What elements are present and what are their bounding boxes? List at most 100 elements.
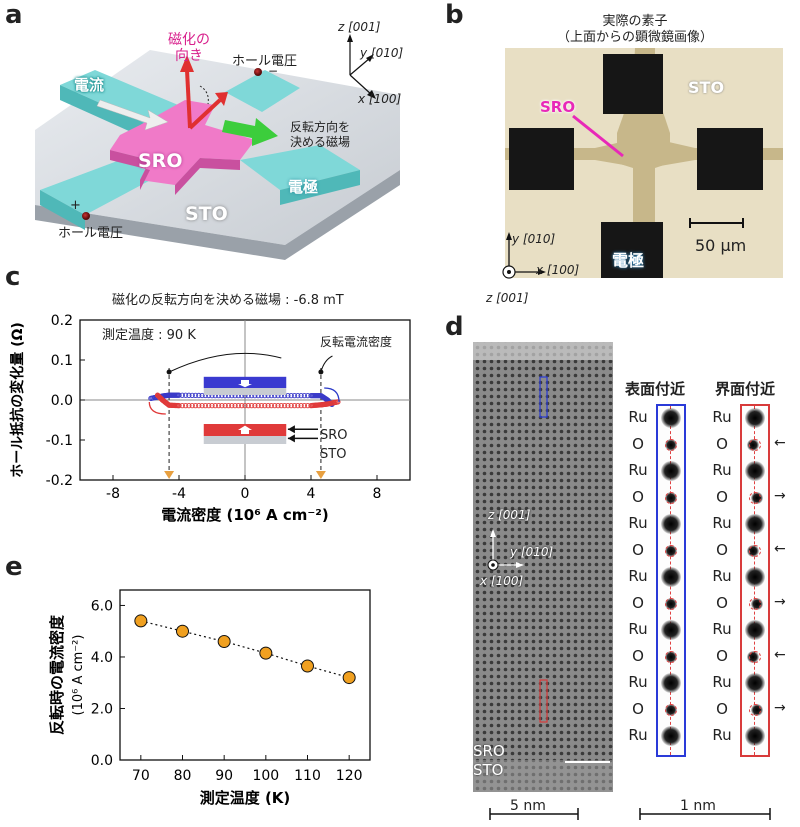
data-point-series-0 bbox=[192, 392, 199, 399]
plus-sign: + bbox=[70, 198, 81, 213]
field-arrow bbox=[222, 118, 278, 146]
left-arrow-icon: ← bbox=[774, 540, 786, 557]
x-tick-label-c: 4 bbox=[307, 486, 316, 502]
right-arrow-icon: → bbox=[774, 487, 786, 504]
hall-voltage-bottom-label: ホール電圧 bbox=[58, 226, 124, 241]
axis-x-d: x [100] bbox=[480, 574, 524, 588]
y-tick-label-c: 0.2 bbox=[51, 313, 73, 329]
x-tick-label-e: 120 bbox=[336, 768, 363, 784]
electrode-label-a: 電極 bbox=[288, 178, 319, 196]
o-site-ring bbox=[749, 491, 761, 504]
sro-label-a: SRO bbox=[138, 150, 183, 172]
sro-label-b: SRO bbox=[540, 98, 576, 116]
arrow-blue bbox=[324, 387, 340, 403]
x-tick-label-e: 80 bbox=[174, 768, 192, 784]
axes-b bbox=[502, 232, 546, 279]
atom-label: O bbox=[632, 487, 644, 506]
x-tick-label-c: 0 bbox=[241, 486, 250, 502]
data-point-series-1 bbox=[272, 402, 278, 409]
stem-sro-label: SRO bbox=[473, 742, 505, 760]
data-point-series-1 bbox=[206, 402, 212, 409]
data-point-series-1 bbox=[192, 402, 199, 409]
data-point-series-0 bbox=[291, 392, 298, 399]
sro-pointer bbox=[572, 114, 624, 158]
magnetization-label-line1: 磁化の bbox=[168, 32, 210, 48]
ru-atom bbox=[745, 726, 765, 746]
atom-label: O bbox=[632, 540, 644, 559]
y-tick-label-c: -0.1 bbox=[46, 433, 73, 449]
atom-label: Ru bbox=[712, 726, 732, 744]
ru-atom bbox=[661, 620, 681, 640]
y-tick-label-e: 4.0 bbox=[91, 650, 113, 666]
pad-left bbox=[509, 128, 574, 190]
pad-top bbox=[603, 54, 663, 114]
surface-box bbox=[539, 376, 548, 418]
axis-z-a: z [001] bbox=[338, 20, 381, 34]
data-point-series-1 bbox=[212, 402, 218, 409]
data-point-series-1 bbox=[239, 402, 245, 409]
trend-line bbox=[140, 620, 350, 679]
data-point-series-1 bbox=[222, 402, 228, 409]
current-arrow bbox=[96, 99, 169, 131]
current-label: 電流 bbox=[74, 76, 105, 94]
data-point-series-1 bbox=[209, 402, 215, 409]
microscope-title-line1: 実際の素子 bbox=[602, 14, 668, 29]
data-point-e bbox=[259, 646, 273, 660]
hall-voltage-top-label: ホール電圧 bbox=[232, 54, 298, 69]
interface-title: 界面付近 bbox=[715, 380, 776, 398]
data-point-series-1 bbox=[242, 402, 248, 409]
data-point-series-1 bbox=[301, 402, 308, 409]
sto-pointer-head bbox=[287, 434, 295, 443]
data-point-series-0 bbox=[199, 392, 205, 399]
o-site-ring bbox=[749, 438, 761, 451]
y-tick-label-c: 0.1 bbox=[51, 353, 73, 369]
substrate-up-box bbox=[203, 388, 287, 395]
atom-label: Ru bbox=[712, 620, 732, 638]
x-tick-label-c: 8 bbox=[373, 486, 382, 502]
data-point-series-0 bbox=[179, 392, 185, 398]
o-site-ring bbox=[665, 597, 677, 610]
electrode-right-top bbox=[225, 70, 300, 112]
ru-atom bbox=[745, 408, 765, 428]
atom-label: O bbox=[632, 434, 644, 453]
ru-atom bbox=[745, 514, 765, 534]
substrate-red-box bbox=[203, 436, 287, 444]
axis-y-d: y [010] bbox=[510, 545, 554, 559]
ru-atom bbox=[661, 461, 681, 481]
switch-marker bbox=[164, 471, 175, 479]
o-site-ring bbox=[665, 544, 677, 557]
pad-right bbox=[697, 128, 763, 190]
data-point-e bbox=[342, 671, 356, 685]
o-site-ring bbox=[749, 544, 761, 557]
data-point-series-1 bbox=[275, 402, 281, 409]
data-point-series-1 bbox=[199, 402, 205, 409]
data-point-series-1 bbox=[248, 402, 255, 409]
ru-atom bbox=[745, 673, 765, 693]
atom-label: O bbox=[632, 593, 644, 612]
axis-x-a: x [100] bbox=[358, 92, 402, 106]
stem-image bbox=[473, 342, 771, 820]
magnetization-label: 磁化の 向き bbox=[168, 32, 210, 64]
atom-label: Ru bbox=[712, 514, 732, 532]
data-point-e bbox=[217, 635, 231, 649]
interface-box bbox=[539, 679, 548, 723]
magnetization-label-line2: 向き bbox=[175, 48, 203, 64]
hall-dot-top bbox=[254, 68, 262, 76]
switch-current-chart: 70 80 90 100 110 120 6.0 4.0 2.0 0.0 測定温度 (K) 反転時の電… bbox=[48, 589, 371, 807]
axis-z-b: z [001] bbox=[486, 291, 529, 305]
interface-column bbox=[740, 404, 770, 757]
left-arrow-icon: ← bbox=[774, 434, 786, 451]
electrode-label-b: 電極 bbox=[612, 251, 645, 270]
data-point-series-1 bbox=[298, 402, 304, 409]
sro-label-c: SRO bbox=[320, 428, 348, 443]
data-point-series-0 bbox=[301, 392, 308, 399]
data-point-series-1 bbox=[255, 402, 261, 409]
data-point-series-1 bbox=[288, 402, 294, 409]
ru-atom bbox=[745, 620, 765, 640]
hall-dot-bottom bbox=[82, 212, 90, 220]
x-axis-label-c: 電流密度 (10⁶ A cm⁻²) bbox=[161, 506, 328, 524]
data-point-e bbox=[134, 614, 148, 628]
minus-sign: − bbox=[268, 64, 279, 78]
microscope-title-line2: （上面からの顕微鏡画像） bbox=[556, 30, 713, 45]
scale-1nm: 1 nm bbox=[680, 798, 716, 814]
